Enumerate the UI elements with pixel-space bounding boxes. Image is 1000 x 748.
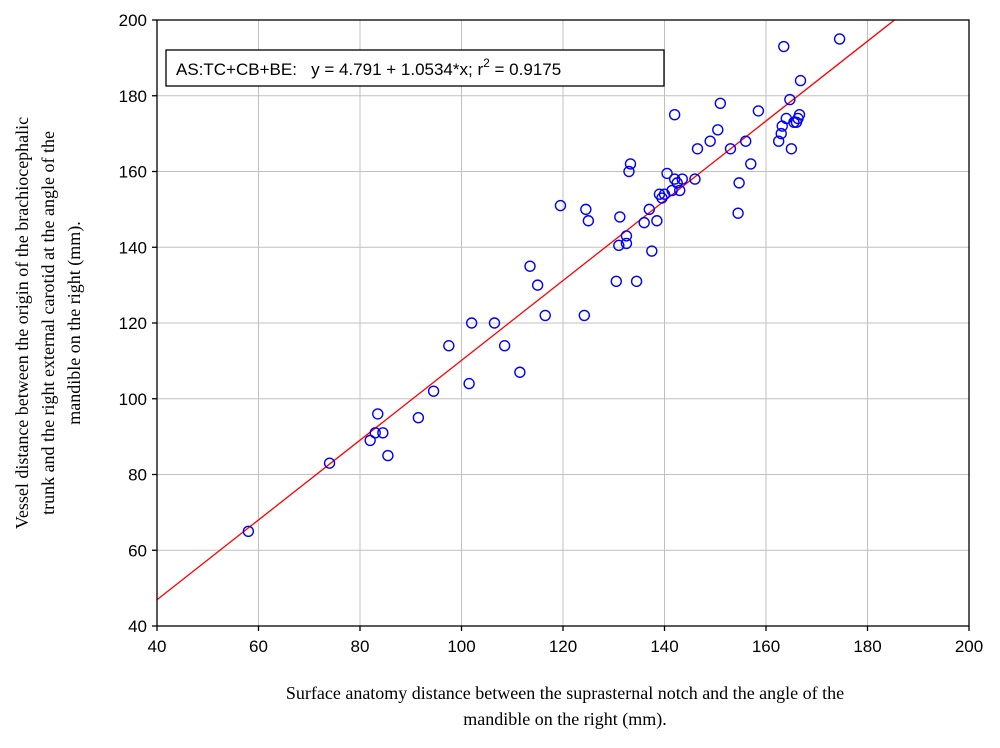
data-point — [714, 97, 727, 110]
data-point — [427, 385, 440, 397]
x-tick-label: 40 — [148, 637, 167, 656]
x-tick-label: 140 — [650, 637, 678, 656]
fit-annotation: AS:TC+CB+BE: y = 4.791 + 1.0534*x; r2 = … — [165, 49, 665, 87]
x-axis-title: Surface anatomy distance between the sup… — [286, 683, 844, 730]
data-point — [412, 411, 425, 424]
data-point — [582, 215, 595, 227]
data-point — [794, 74, 807, 87]
data-point — [614, 211, 626, 223]
data-point — [488, 317, 501, 329]
y-axis-title-line-3: mandible on the right (mm). — [64, 221, 85, 424]
data-point — [689, 173, 701, 185]
annotation-text: AS:TC+CB+BE: y = 4.791 + 1.0534*x; r2 = … — [176, 56, 561, 79]
y-axis-title: Vessel distance between the origin of th… — [12, 117, 85, 529]
data-point — [752, 105, 765, 117]
data-point — [369, 427, 381, 439]
data-point — [661, 167, 673, 180]
data-point — [772, 135, 785, 147]
data-point — [463, 377, 475, 390]
data-point — [498, 340, 511, 352]
y-tick-label: 100 — [119, 390, 147, 409]
data-point — [242, 525, 255, 538]
y-tick-label: 160 — [119, 163, 147, 182]
data-point — [624, 158, 637, 170]
data-point — [691, 143, 704, 155]
data-point — [377, 427, 389, 439]
data-point — [775, 127, 787, 140]
data-points — [242, 33, 846, 538]
data-point — [740, 135, 752, 147]
data-point — [833, 33, 846, 45]
data-point — [638, 216, 650, 229]
data-point — [732, 207, 744, 219]
data-point — [733, 177, 745, 189]
data-point — [785, 143, 798, 155]
data-point — [613, 239, 625, 252]
x-axis-title-line-1: Surface anatomy distance between the sup… — [286, 683, 844, 703]
x-tick-label: 120 — [549, 637, 577, 656]
data-point — [382, 449, 394, 462]
data-point — [539, 309, 551, 322]
data-point — [712, 124, 724, 136]
data-point — [778, 40, 790, 53]
data-point — [643, 203, 655, 216]
data-point — [514, 366, 526, 378]
data-point — [651, 215, 663, 227]
data-point — [668, 108, 681, 121]
data-point — [323, 457, 336, 469]
data-point — [443, 340, 455, 352]
r-squared-superscript: 2 — [483, 56, 490, 70]
x-tick-label: 200 — [955, 637, 983, 656]
data-point — [465, 317, 478, 329]
x-tick-label: 100 — [447, 637, 475, 656]
y-tick-label: 120 — [119, 314, 147, 333]
data-point — [620, 237, 633, 250]
data-point — [524, 260, 536, 272]
data-point — [630, 275, 643, 288]
regression-line — [156, 19, 895, 601]
data-point — [745, 158, 757, 170]
data-point — [620, 230, 633, 242]
data-point — [580, 203, 592, 216]
data-point — [784, 93, 796, 106]
y-tick-label: 60 — [128, 541, 147, 560]
data-point — [646, 245, 658, 257]
data-point — [531, 279, 544, 291]
y-tick-label: 140 — [119, 238, 147, 257]
grid-lines — [157, 20, 969, 626]
data-point — [676, 173, 688, 185]
y-axis-title-line-1: Vessel distance between the origin of th… — [12, 117, 32, 529]
y-tick-label: 40 — [128, 617, 147, 636]
data-point — [578, 309, 591, 322]
data-point — [704, 135, 716, 147]
data-point — [610, 275, 622, 288]
x-tick-label: 60 — [249, 637, 268, 656]
y-axis-title-line-2: trunk and the right external carotid at … — [38, 131, 58, 515]
data-point — [724, 143, 737, 155]
x-tick-label: 80 — [351, 637, 370, 656]
data-point — [623, 165, 635, 178]
x-tick-label: 180 — [853, 637, 881, 656]
y-axis-ticks: 40 60 80 100 120 140 160 180 200 — [119, 11, 157, 636]
x-tick-label: 160 — [752, 637, 780, 656]
annotation-box — [165, 49, 665, 87]
y-tick-label: 200 — [119, 11, 147, 30]
y-tick-label: 80 — [128, 466, 147, 485]
data-point — [793, 108, 806, 121]
data-point — [554, 199, 567, 212]
data-point — [674, 184, 686, 197]
data-point — [372, 408, 384, 420]
y-tick-label: 180 — [119, 87, 147, 106]
x-axis-ticks: 40 60 80 100 120 140 160 180 200 — [148, 626, 983, 656]
x-axis-title-line-2: mandible on the right (mm). — [463, 709, 666, 730]
